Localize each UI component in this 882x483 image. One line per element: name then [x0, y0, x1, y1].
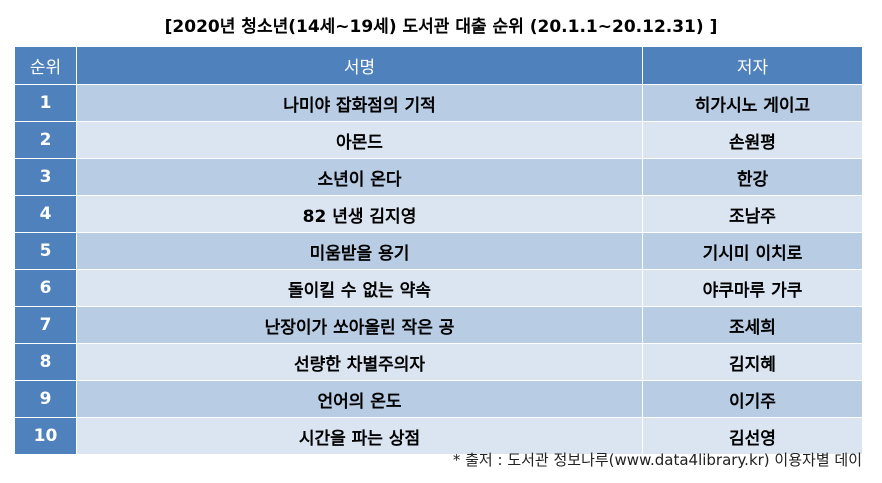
rank-cell: 6 — [14, 269, 77, 307]
rank-cell: 5 — [14, 232, 77, 270]
book-title-cell: 82 년생 김지영 — [76, 195, 643, 233]
header-book-title: 서명 — [76, 46, 643, 85]
rank-cell: 8 — [14, 343, 77, 381]
table-row: 9 언어의 온도 이기주 — [14, 380, 863, 418]
author-cell: 손원평 — [642, 121, 863, 159]
book-title-cell: 돌이킬 수 없는 약속 — [76, 269, 643, 307]
author-cell: 야쿠마루 가쿠 — [642, 269, 863, 307]
table-row: 7 난장이가 쏘아올린 작은 공 조세희 — [14, 306, 863, 344]
author-cell: 김선영 — [642, 417, 863, 455]
book-title-cell: 언어의 온도 — [76, 380, 643, 418]
author-cell: 한강 — [642, 158, 863, 196]
rank-cell: 7 — [14, 306, 77, 344]
table-header-row: 순위 서명 저자 — [14, 46, 863, 85]
table-row: 8 선량한 차별주의자 김지혜 — [14, 343, 863, 381]
author-cell: 김지혜 — [642, 343, 863, 381]
table-row: 10 시간을 파는 상점 김선영 — [14, 417, 863, 455]
ranking-table: 순위 서명 저자 1 나미야 잡화점의 기적 히가시노 게이고 2 아몬드 손원… — [14, 46, 863, 455]
table-row: 3 소년이 온다 한강 — [14, 158, 863, 196]
author-cell: 기시미 이치로 — [642, 232, 863, 270]
table-row: 4 82 년생 김지영 조남주 — [14, 195, 863, 233]
header-author: 저자 — [642, 46, 863, 85]
page-title: [2020년 청소년(14세~19세) 도서관 대출 순위 (20.1.1~20… — [164, 17, 718, 37]
book-title-cell: 소년이 온다 — [76, 158, 643, 196]
table-row: 2 아몬드 손원평 — [14, 121, 863, 159]
rank-cell: 3 — [14, 158, 77, 196]
book-title-cell: 미움받을 용기 — [76, 232, 643, 270]
rank-cell: 9 — [14, 380, 77, 418]
book-title-cell: 난장이가 쏘아올린 작은 공 — [76, 306, 643, 344]
book-title-cell: 아몬드 — [76, 121, 643, 159]
rank-cell: 1 — [14, 84, 77, 122]
rank-cell: 10 — [14, 417, 77, 455]
header-rank: 순위 — [14, 46, 77, 85]
author-cell: 조세희 — [642, 306, 863, 344]
book-title-cell: 나미야 잡화점의 기적 — [76, 84, 643, 122]
author-cell: 조남주 — [642, 195, 863, 233]
table-row: 1 나미야 잡화점의 기적 히가시노 게이고 — [14, 84, 863, 122]
author-cell: 히가시노 게이고 — [642, 84, 863, 122]
table-row: 5 미움받을 용기 기시미 이치로 — [14, 232, 863, 270]
rank-cell: 4 — [14, 195, 77, 233]
book-title-cell: 선량한 차별주의자 — [76, 343, 643, 381]
table-row: 6 돌이킬 수 없는 약속 야쿠마루 가쿠 — [14, 269, 863, 307]
rank-cell: 2 — [14, 121, 77, 159]
author-cell: 이기주 — [642, 380, 863, 418]
source-note: * 출저 : 도서관 정보나루(www.data4library.kr) 이용자… — [452, 451, 862, 469]
